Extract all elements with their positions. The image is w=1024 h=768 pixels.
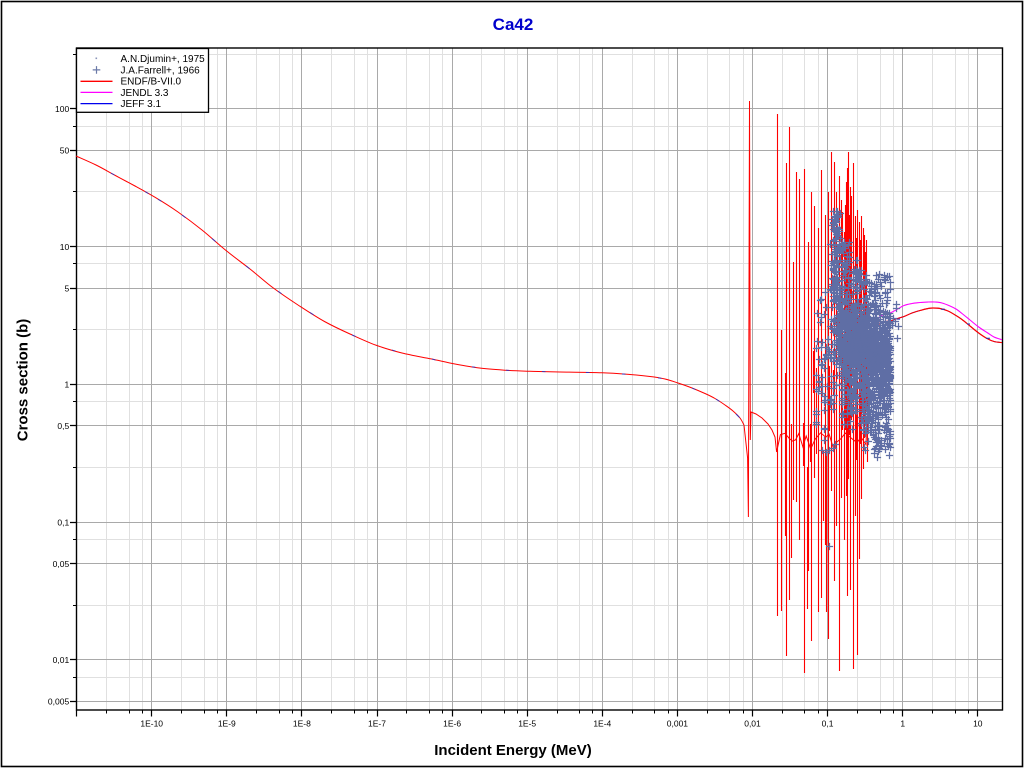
svg-text:100: 100 [55, 104, 69, 114]
svg-text:0,01: 0,01 [744, 719, 761, 729]
svg-text:0,01: 0,01 [53, 655, 70, 665]
svg-text:10: 10 [973, 719, 983, 729]
svg-text:0,001: 0,001 [667, 719, 689, 729]
svg-text:J.A.Farrell+, 1966: J.A.Farrell+, 1966 [121, 65, 201, 76]
svg-text:A.N.Djumin+, 1975: A.N.Djumin+, 1975 [121, 54, 206, 65]
svg-text:1E-8: 1E-8 [293, 719, 311, 729]
svg-text:1: 1 [64, 380, 69, 390]
svg-text:50: 50 [60, 146, 70, 156]
svg-text:Incident Energy (MeV): Incident Energy (MeV) [434, 742, 592, 759]
svg-text:JENDL 3.3: JENDL 3.3 [121, 88, 169, 99]
svg-text:1: 1 [900, 719, 905, 729]
svg-text:1E-5: 1E-5 [518, 719, 536, 729]
svg-text:1E-4: 1E-4 [593, 719, 611, 729]
svg-text:Ca42: Ca42 [493, 15, 534, 34]
svg-text:0,005: 0,005 [48, 697, 70, 707]
svg-text:1E-10: 1E-10 [140, 719, 163, 729]
svg-text:1E-7: 1E-7 [368, 719, 386, 729]
svg-text:0,05: 0,05 [53, 559, 70, 569]
svg-text:1E-9: 1E-9 [218, 719, 236, 729]
svg-text:5: 5 [64, 283, 69, 293]
svg-text:Cross section (b): Cross section (b) [15, 319, 32, 442]
svg-text:ENDF/B-VII.0: ENDF/B-VII.0 [121, 77, 182, 88]
svg-text:0,1: 0,1 [822, 719, 834, 729]
svg-text:1E-6: 1E-6 [443, 719, 461, 729]
svg-text:10: 10 [60, 242, 70, 252]
svg-text:0,5: 0,5 [57, 421, 69, 431]
svg-text:JEFF 3.1: JEFF 3.1 [121, 99, 162, 110]
svg-text:0,1: 0,1 [57, 517, 69, 527]
